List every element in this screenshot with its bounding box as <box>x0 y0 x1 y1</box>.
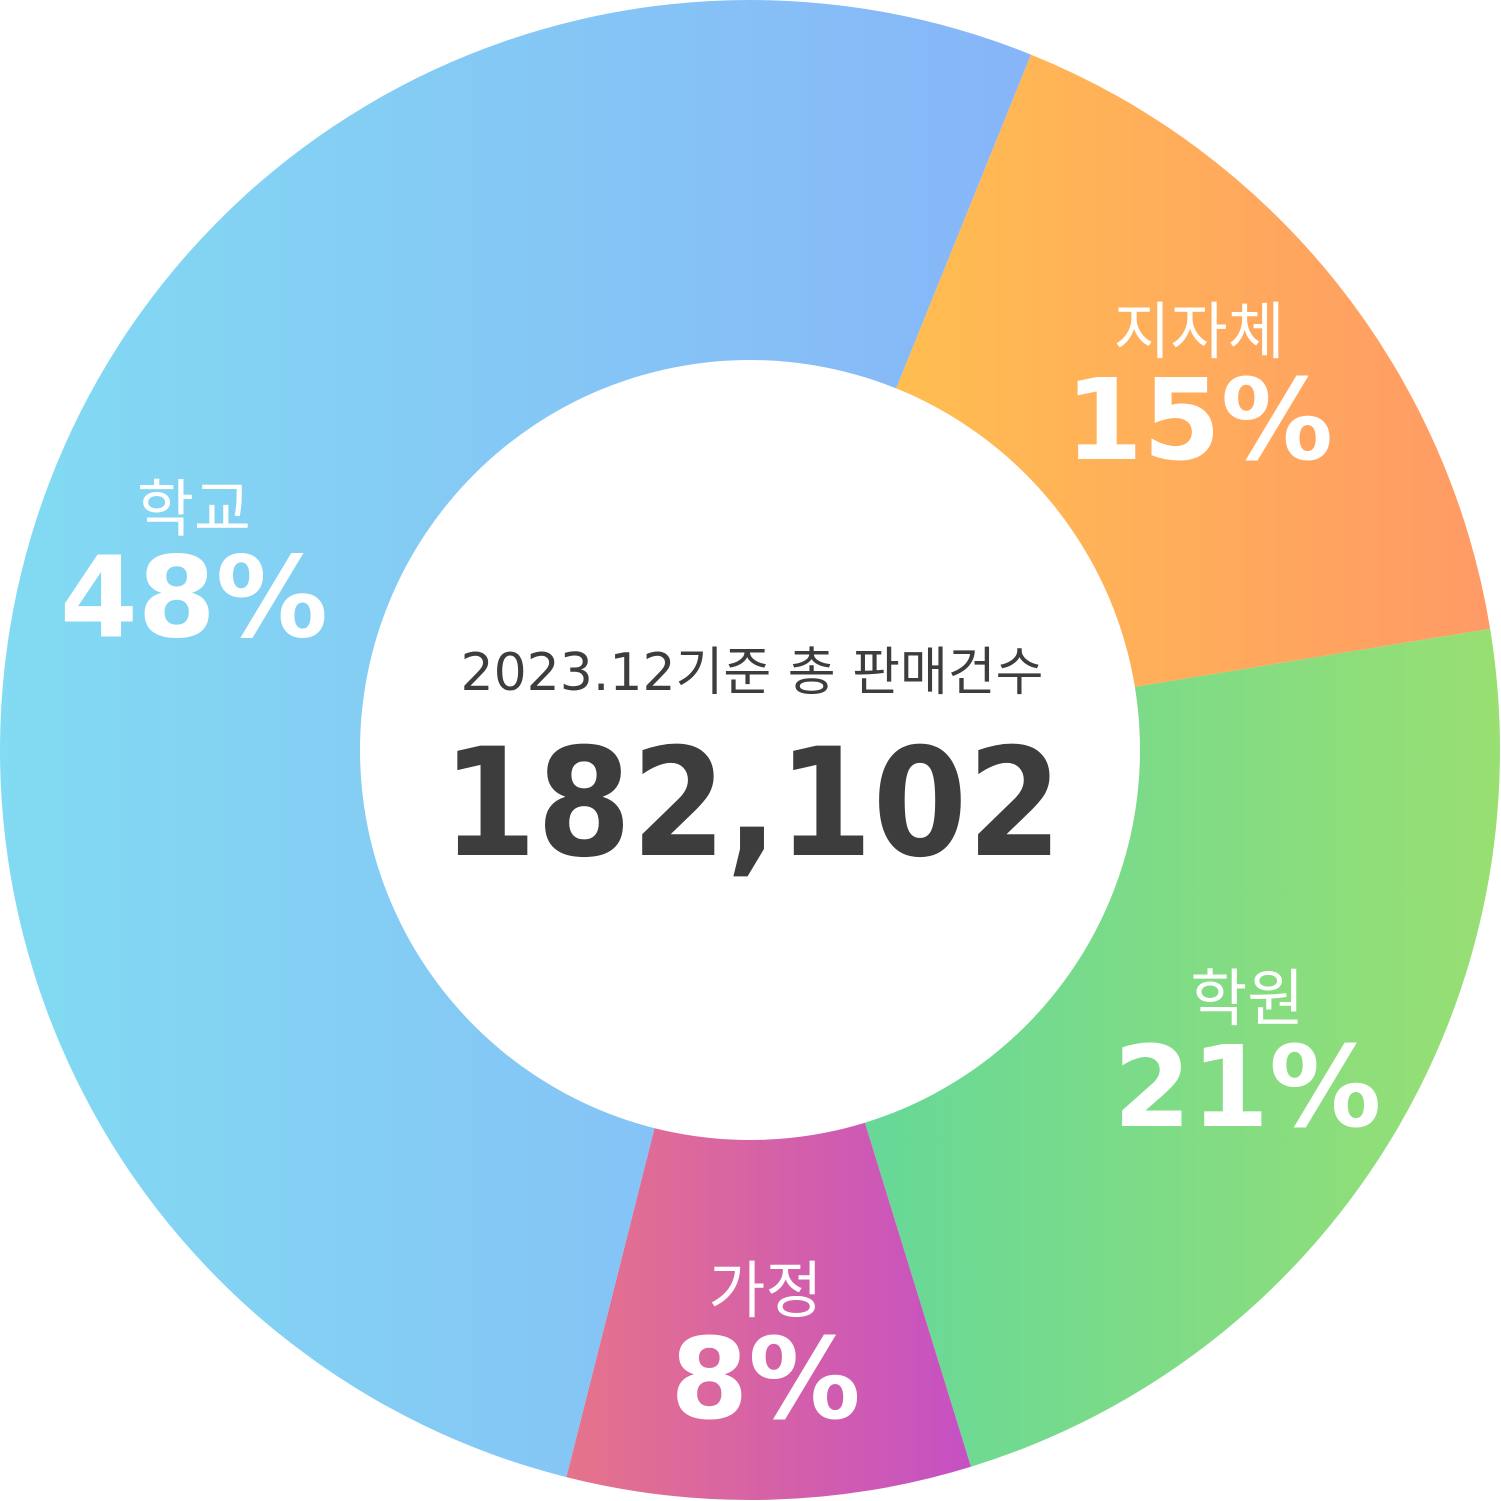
slice-label: 학원 <box>1190 962 1304 1035</box>
donut-hole <box>360 360 1140 1140</box>
slice-label: 학교 <box>137 472 251 545</box>
slice-percent-label: 21% <box>1113 1023 1381 1153</box>
slice-percent-label: 15% <box>1065 356 1333 486</box>
center-total: 182,102 <box>442 717 1062 891</box>
slice-label: 지자체 <box>1113 295 1284 368</box>
slice-percent-label: 48% <box>60 533 328 663</box>
slice-percent-label: 8% <box>670 1315 860 1445</box>
center-caption: 2023.12기준 총 판매건수 <box>461 643 1044 703</box>
slice-label: 가정 <box>708 1254 822 1327</box>
